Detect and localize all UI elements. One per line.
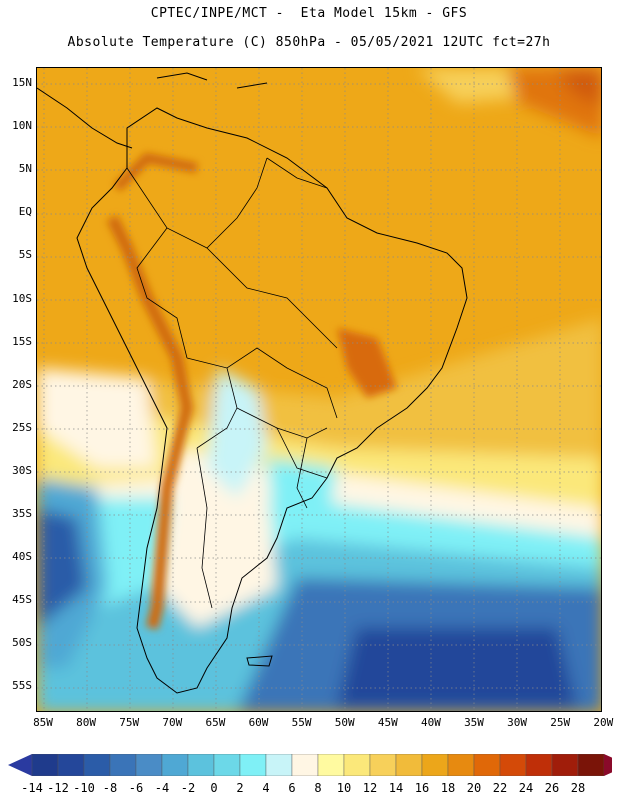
lon-tick-label: 25W xyxy=(550,716,571,729)
lat-tick-label: 30S xyxy=(12,463,32,477)
andes-ridge xyxy=(106,215,194,630)
south-america-coast xyxy=(76,107,468,694)
lon-tick-label: 65W xyxy=(205,716,226,729)
colorbar-swatch xyxy=(499,754,527,776)
central-america-coast xyxy=(37,87,133,149)
colorbar-swatch xyxy=(395,754,423,776)
lon-tick-label: 40W xyxy=(420,716,441,729)
colorbar-swatch xyxy=(369,754,397,776)
title-line-1: CPTEC/INPE/MCT - Eta Model 15km - GFS xyxy=(150,6,468,21)
colorbar-swatch xyxy=(577,754,605,776)
lat-tick-label: 35S xyxy=(12,507,32,520)
lon-tick-label: 50W xyxy=(334,716,355,729)
lat-tick-label: 5S xyxy=(18,248,32,262)
colorbar-swatch xyxy=(525,754,553,776)
lat-tick-label: 40S xyxy=(12,550,32,564)
colorbar-tick-label: -4 xyxy=(154,781,170,795)
colorbar-tick-label: -6 xyxy=(128,781,144,795)
temperature-map xyxy=(36,67,602,712)
colorbar-swatch xyxy=(31,754,59,776)
lat-tick-label: 20S xyxy=(12,377,32,391)
colorbar-swatch xyxy=(239,754,267,776)
venezuela-ridge xyxy=(113,152,198,192)
lat-tick-label: EQ xyxy=(18,205,32,219)
colorbar-tick-label: 24 xyxy=(518,781,534,795)
brazil-hot-spot xyxy=(337,328,397,398)
falklands xyxy=(246,655,273,667)
lat-tick-label: 25S xyxy=(12,420,32,434)
temp-field-band-neg10 xyxy=(337,628,577,708)
caribbean-islands xyxy=(156,72,268,89)
temp-field-hottest-ne xyxy=(557,68,601,108)
colorbar-swatch xyxy=(291,754,319,776)
lon-tick-label: 85W xyxy=(33,716,53,729)
colorbar-tick-label: 20 xyxy=(466,781,482,795)
lon-tick-label: 60W xyxy=(248,716,269,729)
lat-tick-label: 10S xyxy=(12,291,32,305)
lon-tick-label: 30W xyxy=(507,716,528,729)
lon-tick-label: 55W xyxy=(291,716,312,729)
lat-tick-label: 5N xyxy=(18,162,32,176)
lon-tick-label: 45W xyxy=(377,716,398,729)
temperature-colorbar xyxy=(8,754,612,776)
colorbar-swatch xyxy=(213,754,241,776)
temp-field-pale-n xyxy=(417,68,517,103)
colorbar-swatch xyxy=(447,754,475,776)
colorbar-swatch xyxy=(473,754,501,776)
temp-field-patagonia xyxy=(157,448,277,628)
colorbar-tick-label: -2 xyxy=(180,781,196,795)
colorbar-tick-label: 6 xyxy=(288,781,296,795)
colorbar-tick-label: -8 xyxy=(102,781,118,795)
colorbar-under-arrow xyxy=(8,754,32,776)
colorbar-tick-label: -10 xyxy=(73,781,95,795)
lon-tick-label: 80W xyxy=(76,716,97,729)
colorbar-tick-label: 2 xyxy=(236,781,244,795)
lon-tick-label: 70W xyxy=(162,716,183,729)
colorbar-swatch xyxy=(317,754,345,776)
colorbar-swatch xyxy=(109,754,137,776)
colorbar-swatch xyxy=(161,754,189,776)
colorbar-tick-label: 14 xyxy=(388,781,404,795)
lat-tick-label: 15S xyxy=(12,334,32,348)
colorbar-tick-label: 0 xyxy=(210,781,218,795)
colorbar-swatch xyxy=(421,754,449,776)
colorbar-swatch xyxy=(343,754,371,776)
colorbar-tick-label: 22 xyxy=(492,781,508,795)
colorbar-swatch xyxy=(187,754,215,776)
colorbar-swatch xyxy=(265,754,293,776)
colorbar-swatch xyxy=(83,754,111,776)
country-borders xyxy=(126,157,338,609)
lat-tick-label: 45S xyxy=(12,593,32,607)
temp-field-cold-tongue xyxy=(207,368,267,498)
colorbar-swatch xyxy=(57,754,85,776)
colorbar-tick-label: 8 xyxy=(314,781,322,795)
colorbar-over-arrow xyxy=(604,754,612,776)
temp-field-sw-colder xyxy=(37,508,87,628)
colorbar-tick-label: -14 xyxy=(21,781,43,795)
colorbar-swatch xyxy=(551,754,579,776)
colorbar-tick-label: -12 xyxy=(47,781,69,795)
lat-tick-label: 55S xyxy=(12,679,32,693)
lon-tick-label: 75W xyxy=(119,716,140,729)
lat-tick-label: 15N xyxy=(12,76,32,89)
title-line-2: Absolute Temperature (C) 850hPa - 05/05/… xyxy=(67,35,551,50)
colorbar-tick-label: 16 xyxy=(414,781,430,795)
colorbar-tick-label: 18 xyxy=(440,781,456,795)
lon-tick-label: 20W xyxy=(593,716,614,729)
lon-tick-label: 35W xyxy=(464,716,484,729)
colorbar-tick-label: 28 xyxy=(570,781,586,795)
colorbar-tick-label: 4 xyxy=(262,781,270,795)
colorbar-tick-label: 12 xyxy=(362,781,378,795)
colorbar-swatch xyxy=(135,754,163,776)
lat-tick-label: 50S xyxy=(12,636,32,650)
colorbar-tick-label: 26 xyxy=(544,781,560,795)
lat-tick-label: 10N xyxy=(12,119,32,133)
coastlines xyxy=(37,72,468,694)
colorbar-tick-label: 10 xyxy=(336,781,352,795)
temp-field-pacific-pale xyxy=(37,368,157,468)
